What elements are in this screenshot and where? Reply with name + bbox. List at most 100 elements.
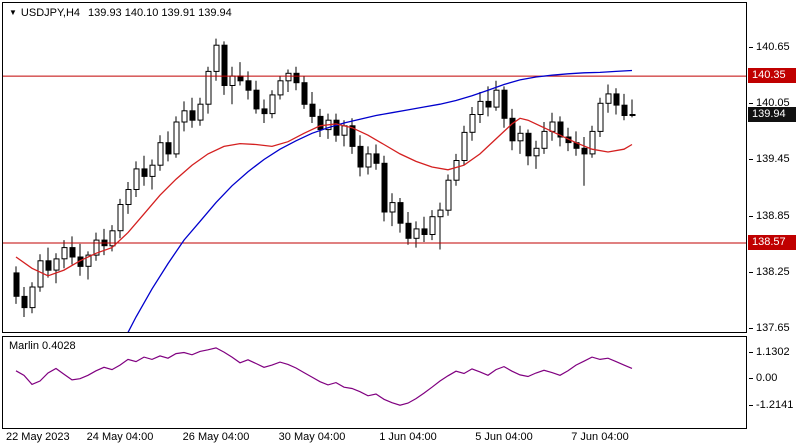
bear-candle[interactable] — [301, 82, 308, 105]
bull-candle[interactable] — [541, 130, 548, 149]
price-tick-text: 138.85 — [756, 210, 790, 222]
bear-candle[interactable] — [21, 295, 28, 309]
bull-candle[interactable] — [85, 254, 92, 267]
bull-candle[interactable] — [469, 114, 476, 133]
bear-candle[interactable] — [45, 260, 52, 271]
marlin-line — [15, 347, 633, 406]
bull-candle[interactable] — [445, 179, 452, 211]
current-price-badge: 139.94 — [748, 107, 796, 122]
bull-candle[interactable] — [589, 130, 596, 155]
bear-candle[interactable] — [509, 117, 516, 142]
bear-candle[interactable] — [621, 104, 628, 116]
indicator-canvas[interactable] — [3, 337, 746, 428]
price-tick-text: 140.05 — [756, 97, 790, 109]
tick-mark — [749, 377, 753, 379]
bear-candle[interactable] — [525, 132, 532, 157]
bull-candle[interactable] — [413, 228, 420, 239]
bull-candle[interactable] — [629, 114, 636, 116]
bear-candle[interactable] — [613, 93, 620, 106]
bull-candle[interactable] — [453, 160, 460, 181]
bull-candle[interactable] — [53, 258, 60, 271]
bull-candle[interactable] — [605, 93, 612, 104]
time-tick-label: 24 May 04:00 — [86, 431, 154, 443]
bear-candle[interactable] — [485, 100, 492, 108]
bear-candle[interactable] — [237, 75, 244, 82]
tick-mark — [749, 404, 753, 406]
bull-candle[interactable] — [285, 72, 292, 82]
price-scale[interactable]: 140.65 140.05 139.45 138.85 138.25 137.65 140.… — [748, 2, 805, 334]
bear-candle[interactable] — [189, 110, 196, 121]
bear-candle[interactable] — [557, 121, 564, 138]
bull-candle[interactable] — [597, 102, 604, 132]
price-chart-canvas[interactable] — [3, 3, 746, 332]
bull-candle[interactable] — [133, 168, 140, 190]
bull-candle[interactable] — [533, 147, 540, 157]
bear-candle[interactable] — [501, 89, 508, 119]
bull-candle[interactable] — [365, 153, 372, 168]
bull-candle[interactable] — [477, 100, 484, 116]
time-tick-label: 22 May 2023 — [6, 431, 70, 443]
bull-candle[interactable] — [181, 110, 188, 123]
bull-candle[interactable] — [61, 247, 68, 260]
bear-candle[interactable] — [309, 103, 316, 117]
price-tick-label: 139.45 — [749, 153, 790, 166]
bull-candle[interactable] — [493, 89, 500, 108]
bull-candle[interactable] — [389, 202, 396, 213]
bear-candle[interactable] — [261, 108, 268, 115]
bull-candle[interactable] — [429, 216, 436, 235]
price-chart-panel[interactable]: ▼ USDJPY,H4 139.93 140.10 139.91 139.94 — [2, 2, 747, 333]
bear-candle[interactable] — [405, 222, 412, 239]
bull-candle[interactable] — [229, 75, 236, 86]
bear-candle[interactable] — [293, 72, 300, 84]
bull-candle[interactable] — [277, 80, 284, 96]
bear-candle[interactable] — [253, 89, 260, 110]
bear-candle[interactable] — [317, 115, 324, 131]
bull-candle[interactable] — [157, 142, 164, 166]
bull-candle[interactable] — [197, 103, 204, 121]
bull-candle[interactable] — [517, 132, 524, 142]
bear-candle[interactable] — [397, 202, 404, 224]
bear-candle[interactable] — [245, 80, 252, 91]
bull-candle[interactable] — [109, 230, 116, 247]
bear-candle[interactable] — [333, 119, 340, 136]
bull-candle[interactable] — [341, 125, 348, 136]
bear-candle[interactable] — [373, 153, 380, 164]
ma-slow-line — [127, 69, 633, 332]
bull-candle[interactable] — [37, 260, 44, 288]
bull-candle[interactable] — [93, 239, 100, 256]
bear-candle[interactable] — [421, 228, 428, 235]
bull-candle[interactable] — [205, 70, 212, 105]
tick-mark — [749, 271, 753, 273]
bull-candle[interactable] — [117, 204, 124, 232]
bull-candle[interactable] — [125, 189, 132, 205]
price-tick-text: 138.25 — [756, 266, 790, 278]
bull-candle[interactable] — [149, 164, 156, 177]
bear-candle[interactable] — [381, 162, 388, 213]
bear-candle[interactable] — [349, 125, 356, 147]
time-tick-label: 26 May 04:00 — [182, 431, 250, 443]
tick-mark — [749, 46, 753, 48]
ohlc-values: 139.93 140.10 139.91 139.94 — [88, 7, 232, 19]
bull-candle[interactable] — [29, 286, 36, 309]
time-tick-label: 7 Jun 04:00 — [571, 431, 629, 443]
bull-candle[interactable] — [213, 44, 220, 72]
bear-candle[interactable] — [581, 147, 588, 155]
indicator-scale[interactable]: 1.1302 0.00 -1.2141 — [748, 336, 805, 429]
bull-candle[interactable] — [269, 94, 276, 115]
bull-candle[interactable] — [461, 131, 468, 161]
bull-candle[interactable] — [173, 121, 180, 155]
bear-candle[interactable] — [69, 247, 76, 258]
indicator-panel[interactable]: Marlin 0.4028 — [2, 336, 747, 429]
time-axis[interactable]: 22 May 2023 24 May 04:00 26 May 04:00 30 Ma… — [2, 430, 747, 446]
bear-candle[interactable] — [141, 168, 148, 177]
ma-fast-line — [15, 117, 633, 277]
bear-candle[interactable] — [357, 145, 364, 168]
bear-candle[interactable] — [13, 272, 20, 297]
indicator-tick-label: -1.2141 — [749, 399, 793, 412]
bull-candle[interactable] — [549, 121, 556, 132]
bear-candle[interactable] — [221, 44, 228, 86]
symbol-menu-icon[interactable]: ▼ — [9, 8, 17, 17]
bear-candle[interactable] — [165, 142, 172, 155]
bull-candle[interactable] — [437, 209, 444, 218]
